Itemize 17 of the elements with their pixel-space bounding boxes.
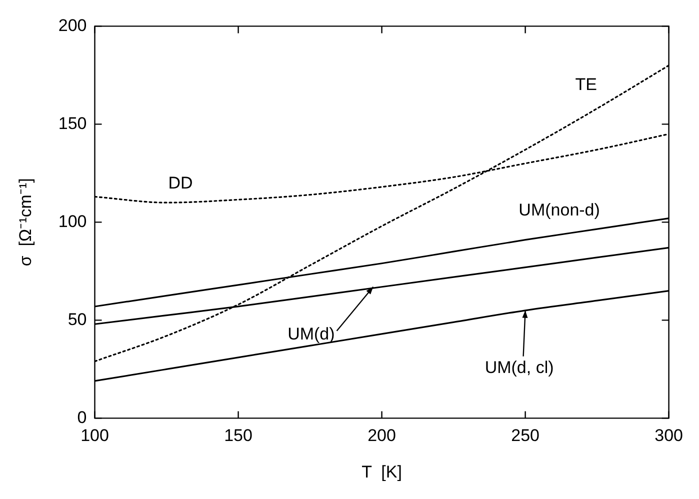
x-tick-label: 200 [368, 426, 396, 446]
y-tick-label: 150 [58, 114, 87, 133]
x-axis-title: T [K] [362, 462, 402, 482]
annotation: TE [575, 75, 597, 94]
y-tick-label: 200 [58, 16, 87, 35]
y-tick-label: 50 [68, 310, 87, 329]
annotation: UM(d, cl) [484, 358, 554, 378]
x-tick-label: 250 [511, 426, 540, 446]
annotation: DD [168, 173, 193, 192]
y-tick-label: 100 [58, 212, 87, 231]
y-tick-label: 0 [77, 408, 87, 427]
y-axis-title: σ [Ω⁻¹cm⁻¹] [16, 178, 35, 266]
x-tick-label: 150 [224, 426, 252, 446]
x-tick-label: 300 [654, 426, 684, 446]
x-tick-label: 100 [80, 426, 109, 446]
annotation: UM(d) [288, 324, 335, 344]
annotation: UM(non-d) [518, 200, 600, 220]
